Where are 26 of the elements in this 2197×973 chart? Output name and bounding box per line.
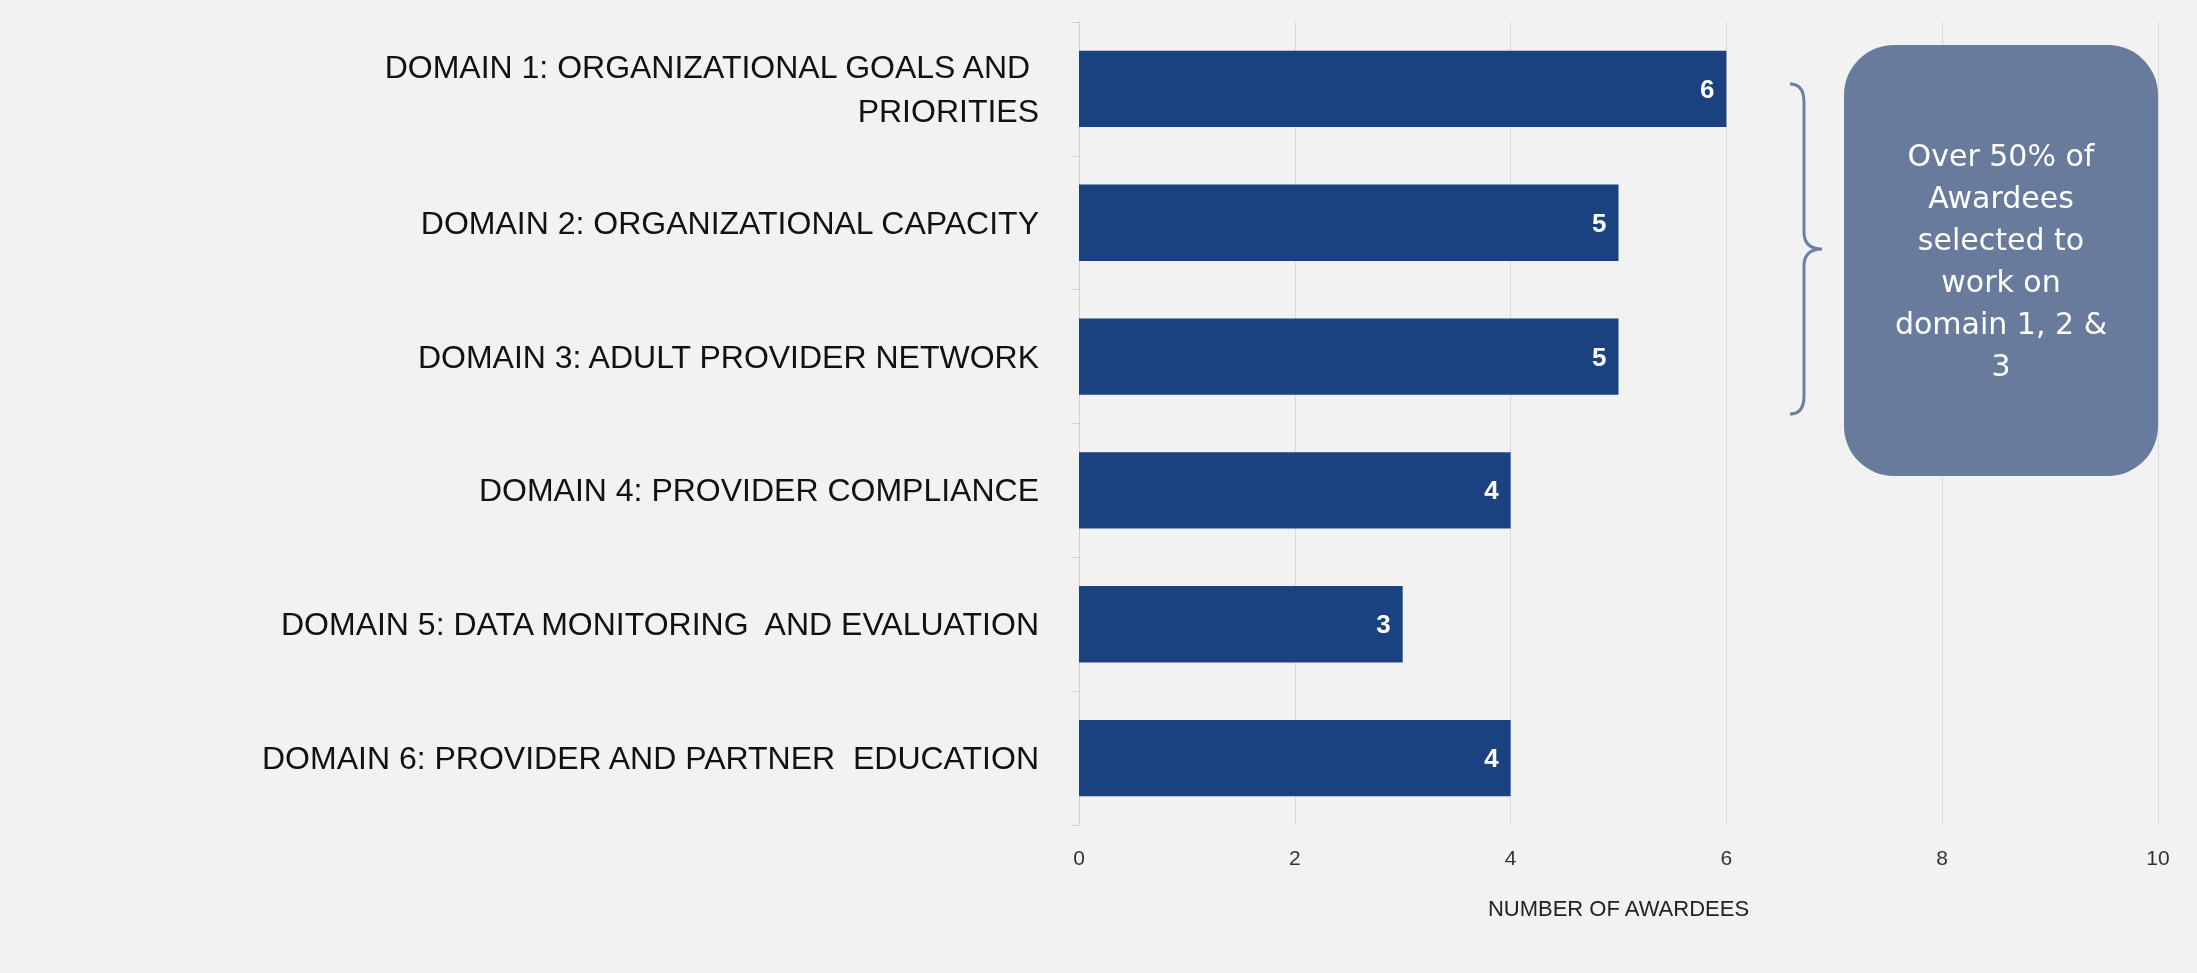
data-label: 5 <box>1592 207 1607 238</box>
x-tick-label: 0 <box>1073 846 1085 869</box>
bar <box>1079 452 1511 529</box>
data-label: 4 <box>1484 475 1500 506</box>
x-tick-label: 6 <box>1720 846 1733 869</box>
x-tick-label: 4 <box>1504 846 1517 869</box>
callout-box: Over 50% of Awardees selected to work on domain 1, 2 & 3 <box>1844 45 2158 476</box>
bar <box>1079 586 1403 663</box>
data-label: 5 <box>1592 341 1607 372</box>
y-tick-label: DOMAIN 1: ORGANIZATIONAL GOALS AND PRIORITIES <box>384 48 1039 129</box>
data-label: 6 <box>1699 73 1715 104</box>
data-label: 4 <box>1484 743 1500 774</box>
bar <box>1079 318 1619 395</box>
bar <box>1079 719 1511 797</box>
y-tick-label: DOMAIN 6: PROVIDER AND PARTNER EDUCATION <box>262 740 1039 777</box>
x-tick-label: 10 <box>2146 846 2170 869</box>
y-tick-label: DOMAIN 5: DATA MONITORING AND EVALUATION <box>280 606 1039 643</box>
y-tick-label: DOMAIN 2: ORGANIZATIONAL CAPACITY <box>420 204 1039 241</box>
bar <box>1079 184 1619 261</box>
data-label: 3 <box>1376 609 1391 640</box>
x-tick-label: 2 <box>1288 846 1301 869</box>
x-tick-label: 8 <box>1936 846 1949 869</box>
y-tick-label: DOMAIN 4: PROVIDER COMPLIANCE <box>478 472 1039 509</box>
y-tick-label: DOMAIN 3: ADULT PROVIDER NETWORK <box>417 338 1039 375</box>
x-axis-title: NUMBER OF AWARDEES <box>1487 895 1750 921</box>
bar <box>1079 50 1727 128</box>
